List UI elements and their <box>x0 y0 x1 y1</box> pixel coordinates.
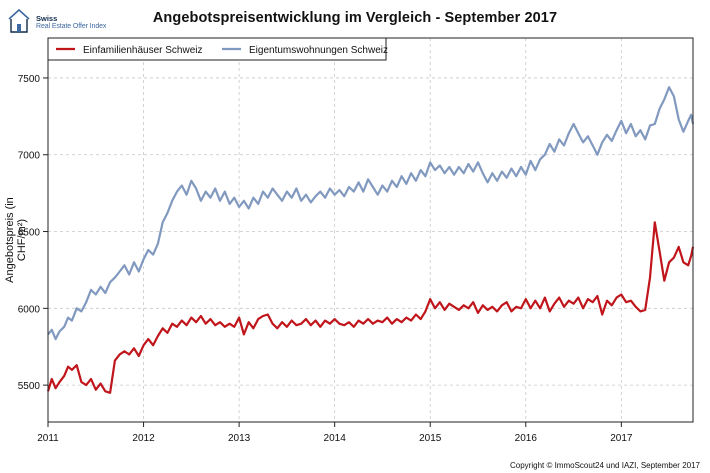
legend-box <box>47 37 387 61</box>
legend-label-eigentumswohnungen: Eigentumswohnungen Schweiz <box>249 45 388 56</box>
series-line-0 <box>46 221 695 394</box>
x-axis: 2011 2012 2013 2014 2015 2016 2017 <box>37 422 633 444</box>
logo: Swiss Real Estate Offer Index <box>6 6 126 40</box>
y-tick-label: 7000 <box>18 151 41 162</box>
grid-lines <box>48 38 693 422</box>
y-tick-label: 7500 <box>18 74 41 85</box>
plot-frame <box>47 37 694 423</box>
legend: Einfamilienhäuser Schweiz Eigentumswohnu… <box>47 37 388 61</box>
chart-title: Angebotspreisentwicklung im Vergleich - … <box>152 10 558 26</box>
house-logo-icon <box>8 8 30 33</box>
x-tick-label: 2011 <box>37 433 59 444</box>
x-tick-label: 2015 <box>419 433 442 444</box>
logo-subtitle: Real Estate Offer Index <box>36 23 107 30</box>
x-tick-label: 2017 <box>610 433 633 444</box>
y-tick-label: 6500 <box>18 228 41 239</box>
x-tick-label: 2016 <box>515 433 538 444</box>
copyright-notice: Copyright © ImmoScout24 und IAZI, Septem… <box>510 461 700 470</box>
y-tick-label: 6000 <box>18 304 41 315</box>
legend-label-einfamilienhaeuser: Einfamilienhäuser Schweiz <box>83 45 203 56</box>
y-axis: 5500 6000 6500 7000 7500 <box>18 74 48 392</box>
series-line-1 <box>47 86 695 341</box>
x-tick-label: 2012 <box>132 433 155 444</box>
y-tick-label: 5500 <box>18 381 41 392</box>
series-lines <box>46 86 695 394</box>
logo-title: Swiss <box>36 14 58 23</box>
x-tick-label: 2013 <box>228 433 251 444</box>
x-tick-label: 2014 <box>324 433 347 444</box>
